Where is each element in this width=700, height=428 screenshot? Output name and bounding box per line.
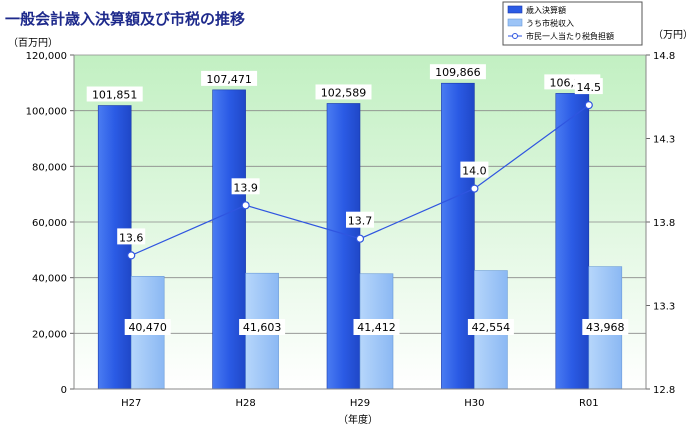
right-tick-label: 12.8 bbox=[653, 385, 675, 396]
per-capita-point bbox=[355, 234, 365, 243]
bar-revenue-label: 102,589 bbox=[321, 86, 367, 99]
left-tick-label: 80,000 bbox=[32, 162, 67, 173]
legend-swatch-revenue bbox=[507, 5, 523, 14]
label-bg bbox=[429, 64, 486, 80]
legend-marker-per-capita bbox=[512, 33, 518, 39]
bar-tax-label: 40,470 bbox=[128, 321, 167, 334]
left-axis-ticks: 0 20,000 40,000 60,000 80,000 100,000 120,000 bbox=[26, 51, 74, 396]
data-labels: 101,851 40,470 107,471 41,603 102,589 41,412 1… bbox=[86, 64, 629, 335]
per-capita-label: 14.5 bbox=[577, 81, 602, 94]
bar-revenue-label: 109,866 bbox=[435, 66, 481, 79]
bar-tax-label: 42,554 bbox=[472, 321, 511, 334]
bar-revenue bbox=[555, 93, 590, 390]
per-capita-label: 13.9 bbox=[233, 181, 258, 194]
label-bg bbox=[315, 84, 372, 100]
legend-label-tax: うち市税収入 bbox=[526, 18, 574, 28]
right-axis-ticks: 12.8 13.3 13.8 14.3 14.8 bbox=[646, 51, 675, 396]
bars bbox=[97, 82, 623, 390]
right-tick-label: 14.3 bbox=[653, 135, 675, 146]
bar-tax-label: 41,603 bbox=[243, 321, 282, 334]
left-tick-label: 0 bbox=[61, 385, 67, 396]
right-axis-unit: （万円） bbox=[653, 29, 693, 41]
label-bg bbox=[353, 319, 400, 335]
per-capita-label: 14.0 bbox=[462, 165, 487, 178]
label-bg bbox=[86, 86, 143, 102]
label-bg bbox=[460, 161, 489, 178]
label-bg bbox=[124, 319, 171, 335]
bar-revenue bbox=[97, 105, 132, 390]
x-category-label: R01 bbox=[579, 398, 599, 409]
bar-tax-label: 41,412 bbox=[357, 321, 396, 334]
per-capita-point bbox=[470, 184, 479, 193]
label-bg bbox=[582, 319, 629, 335]
left-tick-label: 60,000 bbox=[32, 218, 67, 229]
label-bg bbox=[201, 70, 258, 86]
label-bg bbox=[231, 178, 260, 195]
legend-swatch-tax bbox=[507, 18, 523, 27]
right-tick-label: 13.3 bbox=[653, 302, 675, 313]
right-tick-label: 13.8 bbox=[653, 218, 675, 229]
legend-box bbox=[502, 1, 643, 46]
left-axis-unit: （百万円） bbox=[8, 37, 58, 49]
bar-revenue-label: 107,471 bbox=[206, 73, 252, 86]
x-category-label: H30 bbox=[464, 398, 484, 409]
left-tick-label: 100,000 bbox=[26, 107, 67, 118]
per-capita-point bbox=[584, 100, 593, 110]
bar-revenue bbox=[441, 82, 475, 390]
x-axis-categories: H27 H28 H29 H30 R01 bbox=[121, 398, 599, 409]
label-bg bbox=[117, 228, 146, 245]
per-capita-label: 13.7 bbox=[348, 215, 373, 228]
per-capita-label: 13.6 bbox=[119, 231, 144, 244]
left-tick-label: 40,000 bbox=[32, 274, 67, 285]
label-bg bbox=[346, 211, 374, 228]
bar-revenue bbox=[212, 89, 246, 390]
x-category-label: H29 bbox=[350, 398, 370, 409]
x-axis-label: （年度） bbox=[338, 413, 378, 426]
legend-label-revenue: 歳入決算額 bbox=[526, 5, 566, 15]
left-tick-label: 20,000 bbox=[32, 329, 67, 340]
label-bg bbox=[239, 319, 286, 335]
per-capita-point bbox=[241, 201, 250, 210]
label-bg bbox=[467, 319, 514, 335]
x-category-label: H28 bbox=[235, 398, 255, 409]
x-category-label: H27 bbox=[121, 398, 141, 409]
left-tick-label: 120,000 bbox=[26, 51, 67, 62]
bar-revenue-label: 101,851 bbox=[92, 89, 138, 102]
label-bg bbox=[574, 78, 603, 95]
per-capita-line bbox=[127, 100, 593, 260]
chart-title: 一般会計歳入決算額及び市税の推移 bbox=[5, 10, 245, 28]
per-capita-point bbox=[127, 251, 136, 260]
right-tick-label: 14.8 bbox=[653, 51, 675, 62]
bar-revenue bbox=[326, 103, 361, 390]
legend: 歳入決算額 うち市税収入 市民一人当たり税負担額 bbox=[502, 1, 643, 46]
bar-tax-label: 43,968 bbox=[586, 321, 625, 334]
legend-label-per-capita: 市民一人当たり税負担額 bbox=[526, 31, 614, 41]
